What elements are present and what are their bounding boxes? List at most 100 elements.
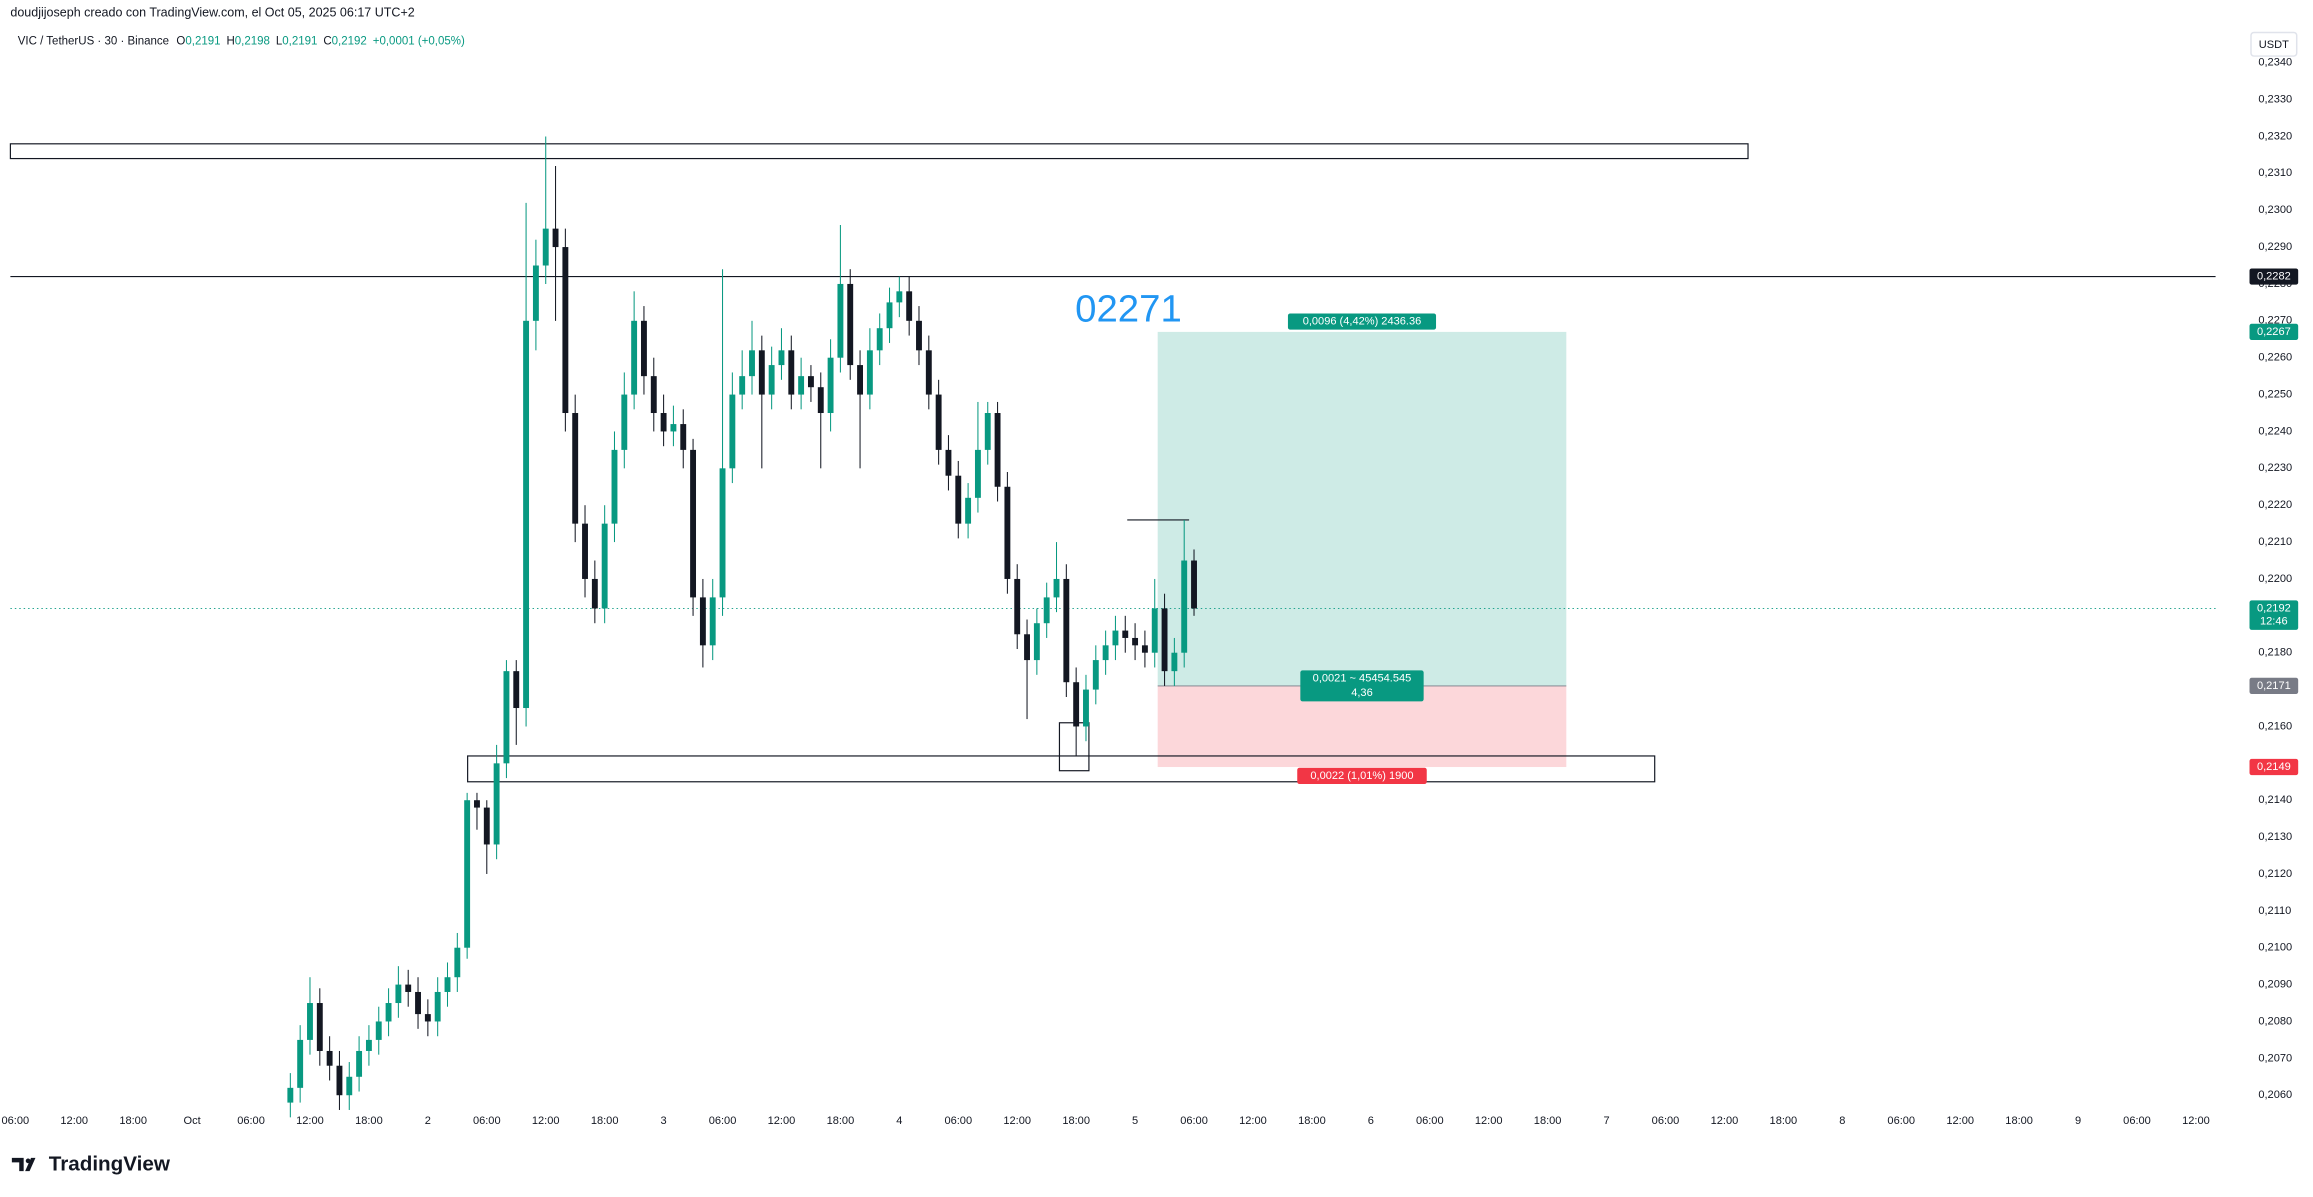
candle-body [513,671,520,709]
x-tick-label: 18:00 [119,1115,147,1127]
y-tick-label: 0,2270 [2258,315,2292,327]
y-tick-label: 0,2310 [2258,167,2292,179]
candle-body [582,523,588,579]
price-label-bg [2249,323,2299,340]
candle-body [631,320,638,395]
x-tick-label: 12:00 [1946,1115,1974,1127]
price-label: 0,2149 [2257,761,2291,773]
target-zone [1157,331,1567,686]
candle-body [562,247,569,414]
candle-body [1063,578,1070,683]
candle-body [758,350,765,395]
candle-body [974,449,981,498]
candle-body [788,350,795,395]
ohlc-value: 0,2198 [235,35,270,47]
candle-body [857,365,863,395]
y-tick-label: 0,2110 [2258,905,2291,917]
y-tick-label: 0,2130 [2258,831,2292,843]
y-tick-label: 0,2340 [2258,57,2292,69]
x-tick-label: 06:00 [709,1115,737,1127]
y-tick-label: 0,2070 [2258,1052,2292,1064]
unit-box[interactable] [2250,31,2298,57]
x-tick-label: 3 [661,1115,667,1127]
candle-body [1141,645,1148,653]
x-tick-label: 4 [896,1115,902,1127]
candle-body [621,394,628,450]
candle-body [680,424,687,450]
candle-body [454,947,461,978]
x-tick-label: 18:00 [1298,1115,1326,1127]
candle-body [483,807,490,845]
y-tick-label: 0,2100 [2258,942,2292,954]
candle-body [611,449,618,524]
price-label: 0,2171 [2257,680,2291,692]
candle-body [847,283,854,366]
logo-dot [25,1158,31,1164]
candle-body [1181,560,1188,653]
y-tick-label: 0,2140 [2258,794,2292,806]
x-tick-label: 18:00 [1770,1115,1798,1127]
y-tick-label: 0,2300 [2258,204,2292,216]
x-tick-label: 06:00 [1180,1115,1208,1127]
candle-body [1102,645,1109,661]
candle-body [709,597,716,646]
y-tick-label: 0,2320 [2258,130,2292,142]
logo-mark [11,1157,36,1172]
ohlc-value: 0,2191 [282,35,317,47]
x-tick-label: 2 [425,1115,431,1127]
candle-body [375,1021,382,1040]
x-tick-label: 18:00 [2005,1115,2033,1127]
candle-body [729,394,736,469]
x-tick-label: 12:00 [1239,1115,1267,1127]
candle-body [984,413,991,450]
ohlc-value: 0,2191 [185,35,220,47]
candle-body [297,1039,304,1088]
candle-body [768,365,775,395]
x-tick-label: 06:00 [944,1115,972,1127]
candle-body [827,357,834,414]
x-tick-label: 06:00 [473,1115,501,1127]
y-tick-label: 0,2090 [2258,979,2292,991]
x-tick-label: 06:00 [1887,1115,1915,1127]
candle-body [778,350,785,366]
ohlc-value: 0,2192 [332,35,367,47]
x-tick-label: 18:00 [1062,1115,1090,1127]
y-tick-label: 0,2200 [2258,573,2292,585]
y-tick-label: 0,2180 [2258,647,2292,659]
candle-body [287,1087,294,1103]
x-tick-label: 12:00 [1711,1115,1739,1127]
candle-body [356,1050,363,1077]
candle-body [1191,560,1197,609]
stop-label-bg [1297,767,1427,784]
candle-body [807,376,814,388]
x-tick-label: Oct [184,1115,201,1127]
candle-body [935,394,942,450]
candle-body [916,320,922,351]
y-tick-label: 0,2060 [2258,1089,2292,1101]
candle-body [925,350,932,395]
candle-body [739,376,746,395]
x-tick-label: 5 [1132,1115,1138,1127]
unit[interactable]: USDT [2259,39,2289,51]
candle-body [749,350,755,377]
candle-body [326,1050,333,1066]
x-tick-label: 12:00 [1475,1115,1503,1127]
candle-body [542,228,549,266]
target-label-bg [1287,313,1437,330]
annotation: 02271 [1075,287,1182,330]
symbol: VIC / TetherUS · 30 · Binance [18,35,169,47]
candle-body [503,671,510,764]
credit: doudjijoseph creado con TradingView.com,… [10,6,414,20]
candle-body [523,320,530,709]
entry-label-bg [1300,670,1424,702]
price-label-bg [2249,677,2299,695]
candle-body [493,763,500,845]
candle-body [1151,608,1158,653]
candle-body [464,800,471,948]
x-tick-label: 12:00 [296,1115,324,1127]
price-label-bg [2249,758,2299,776]
candle-body [532,265,539,321]
candle-body [434,991,441,1022]
candle-body [415,991,421,1015]
